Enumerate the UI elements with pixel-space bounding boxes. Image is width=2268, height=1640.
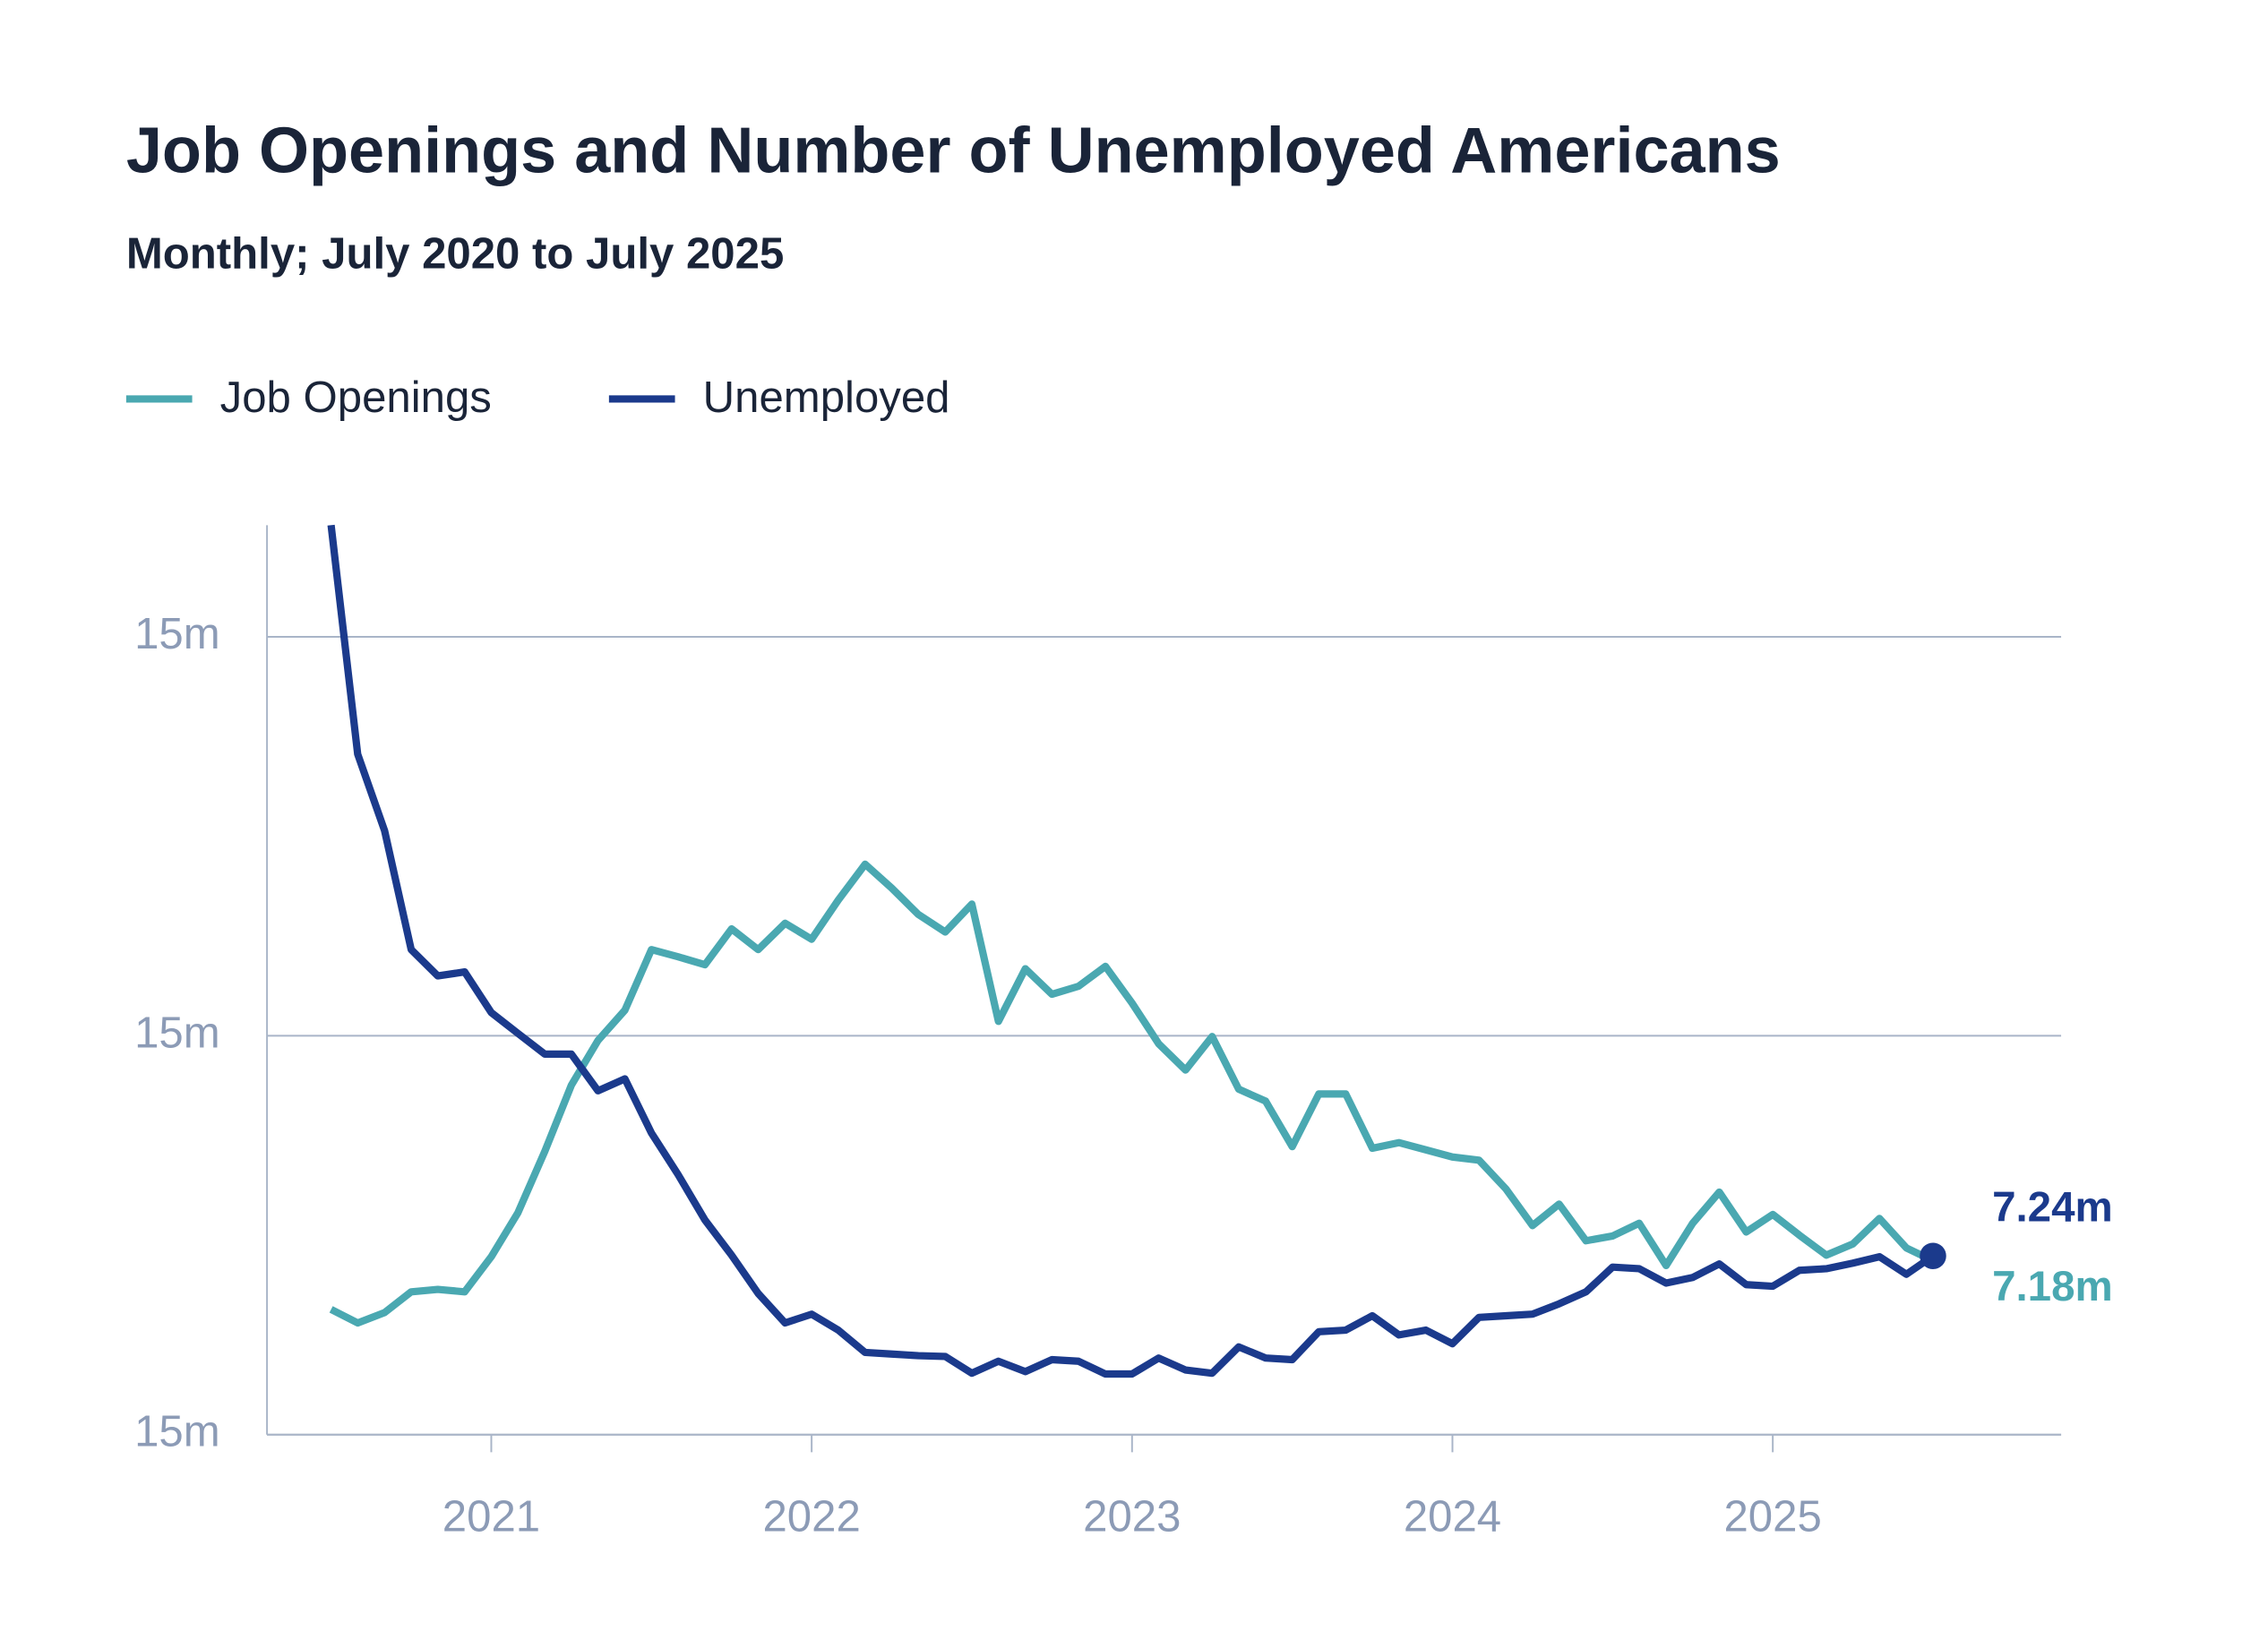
x-tick-label: 2022 xyxy=(762,1493,860,1541)
end-label: 7.18m xyxy=(1992,1263,2113,1310)
x-tick-label: 2025 xyxy=(1724,1493,1822,1541)
chart-title: Job Openings and Number of Unemployed Am… xyxy=(126,116,1781,187)
chart-subtitle: Monthly; July 2020 to July 2025 xyxy=(126,230,784,279)
y-tick-label: 15m xyxy=(134,610,220,658)
x-tick-label: 2024 xyxy=(1404,1493,1501,1541)
y-tick-label: 15m xyxy=(134,1408,220,1456)
end-label: 7.24m xyxy=(1992,1184,2113,1232)
x-tick-label: 2021 xyxy=(442,1493,540,1541)
series-line xyxy=(329,860,1935,1327)
end-dot xyxy=(1920,1242,1946,1269)
legend-label: Unemployed xyxy=(703,374,950,422)
legend-label: Job Openings xyxy=(220,374,492,422)
x-tick-label: 2023 xyxy=(1083,1493,1181,1541)
series-line xyxy=(327,524,1936,1378)
y-tick-label: 15m xyxy=(134,1009,220,1057)
